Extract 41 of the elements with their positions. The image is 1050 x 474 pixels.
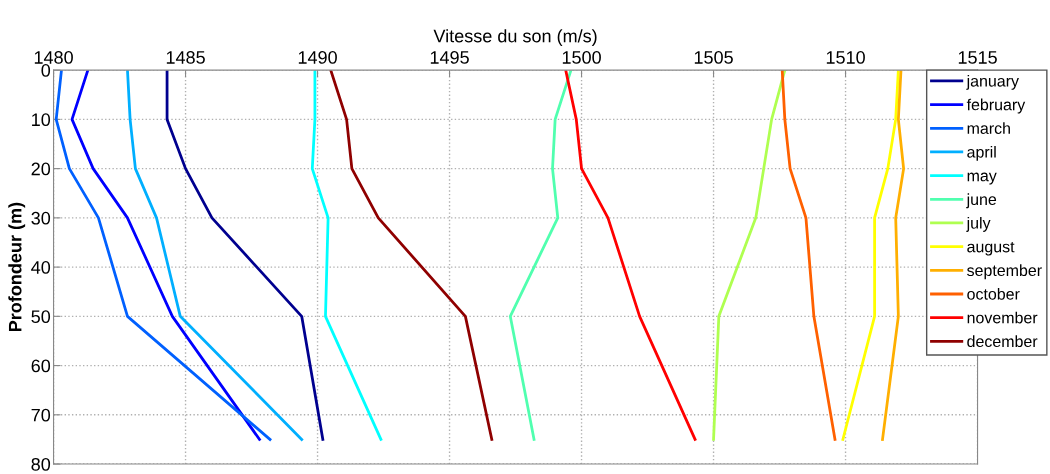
legend-label: august [967,241,1015,256]
x-tick-label: 1495 [430,51,469,64]
line-series [712,70,787,441]
legend-label: june [966,193,997,209]
y-tick-label: 60 [31,359,51,373]
x-tick-label: 1485 [166,51,205,64]
line-series [165,70,325,441]
legend-label: september [967,264,1042,280]
line-series [780,70,837,441]
y-tick-label: 40 [31,261,51,274]
legend-label: january [966,74,1019,90]
legend-label: december [967,335,1038,348]
legend-label: november [967,311,1038,324]
legend-label: july [966,216,991,232]
line-series [508,70,573,441]
y-tick-label: 30 [31,211,51,225]
line-series [329,70,494,441]
x-tick-label: 1515 [958,51,997,64]
legend-label: february [966,98,1026,114]
y-tick-label: 0 [41,64,51,77]
legend-label: april [967,145,996,161]
legend-label: march [967,122,1010,135]
y-tick-label: 50 [31,310,51,324]
x-tick-label: 1480 [34,51,73,64]
y-tick-label: 10 [32,113,51,127]
line-series [841,70,900,441]
y-tick-label: 70 [31,408,51,422]
legend-label: may [967,172,997,185]
x-tick-label: 1505 [694,51,733,64]
legend-label: october [967,288,1020,300]
line-series [126,70,304,441]
line-series [310,70,383,441]
x-tick-label: 1510 [826,51,865,64]
x-axis-title: Vitesse du son (m/s) [433,29,597,46]
x-tick-label: 1500 [562,51,601,64]
line-series [564,70,697,441]
y-tick-label: 80 [31,457,51,471]
y-axis-title: Profondeur (m) [8,202,26,332]
line-series [881,70,906,441]
x-tick-label: 1490 [298,51,337,64]
y-tick-label: 20 [31,162,51,176]
